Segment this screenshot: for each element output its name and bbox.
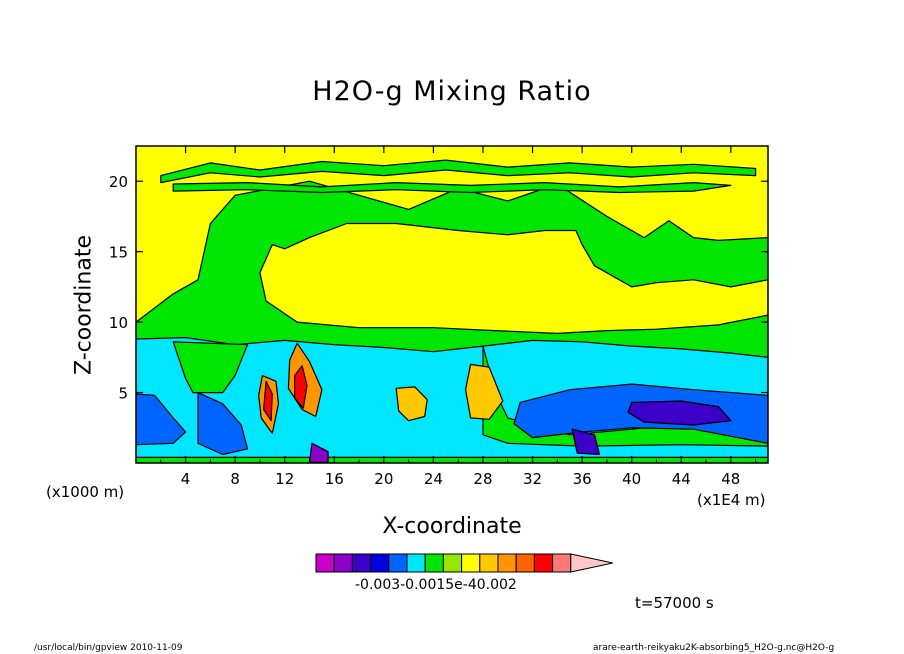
contour-green-upper-streak-2 — [172, 182, 732, 194]
contour-red-convective-left — [263, 380, 273, 422]
colorbar-swatch — [552, 553, 572, 573]
colorbar-swatch — [315, 553, 335, 573]
colorbar-swatch — [424, 553, 444, 573]
colorbar-swatch — [388, 553, 408, 573]
contour-blue-lower-left — [136, 393, 187, 446]
x-axis-label: X-coordinate — [382, 514, 522, 539]
y-tick-label: 20 — [109, 173, 128, 191]
colorbar-swatch — [370, 553, 390, 573]
x-tick-label: 8 — [230, 470, 240, 488]
contour-yellow-upper-dome — [259, 222, 768, 334]
chart-title: H2O-g Mixing Ratio — [312, 76, 592, 107]
x-tick-label: 44 — [672, 470, 691, 488]
x-tick-label: 36 — [573, 470, 592, 488]
x-tick-label: 32 — [523, 470, 542, 488]
colorbar-swatch — [515, 553, 535, 573]
y-tick-label: 15 — [109, 244, 128, 262]
x-unit-note-right: (x1E4 m) — [697, 491, 766, 509]
colorbar-labels: -0.003-0.0015e-40.002 — [355, 577, 517, 593]
colorbar-extend-triangle — [570, 553, 613, 573]
x-tick-label: 12 — [275, 470, 294, 488]
x-unit-note-left: (x1000 m) — [46, 483, 125, 501]
contour-dark-blue-floor-right — [571, 428, 601, 456]
colorbar-swatch — [333, 553, 353, 573]
colorbar-swatch — [497, 553, 517, 573]
x-tick-label: 4 — [181, 470, 191, 488]
x-tick-label: 48 — [721, 470, 740, 488]
x-tick-label: 16 — [325, 470, 344, 488]
contour-red-convective-core — [294, 365, 308, 409]
x-tick-label: 20 — [374, 470, 393, 488]
colorbar-swatch — [479, 553, 499, 573]
footer-command-path: /usr/local/bin/gpview 2010-11-09 — [34, 643, 183, 653]
x-tick-label: 40 — [622, 470, 641, 488]
colorbar-swatch — [351, 553, 372, 573]
contour-dark-blue-core-right — [627, 400, 732, 426]
footer-file-name: arare-earth-reikyaku2K-absorbing5_H2O-g.… — [593, 643, 835, 653]
y-tick-label: 5 — [118, 385, 128, 403]
contour-green-lower-pockets — [172, 341, 249, 394]
contour-fill-layer — [136, 146, 768, 463]
y-tick-label: 10 — [109, 314, 128, 332]
contour-green-upper-streak-1 — [160, 159, 757, 184]
contour-blue-lower-center — [197, 392, 249, 456]
contour-orange-cell-center — [395, 386, 428, 422]
x-tick-label: 24 — [424, 470, 443, 488]
colorbar-swatch — [442, 553, 463, 573]
contour-orange-cell-right — [465, 363, 504, 420]
colorbar — [315, 553, 613, 573]
time-stamp: t=57000 s — [635, 594, 714, 612]
x-tick-label: 28 — [473, 470, 492, 488]
colorbar-swatch — [533, 553, 554, 573]
colorbar-swatch — [461, 553, 481, 573]
colorbar-swatch — [406, 553, 426, 573]
plot-frame — [135, 145, 769, 464]
